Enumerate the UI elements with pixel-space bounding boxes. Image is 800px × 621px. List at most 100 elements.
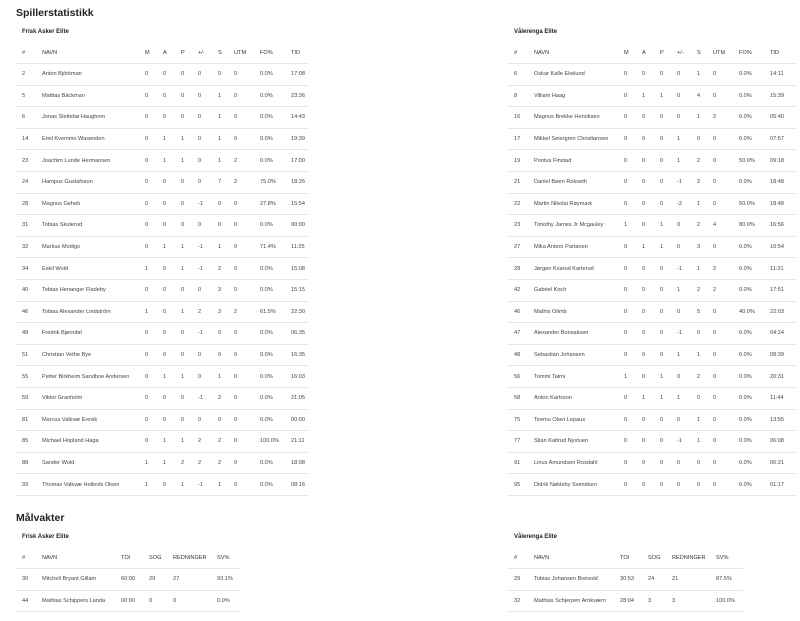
cell-toi: 06:35 xyxy=(285,322,308,345)
column-header-name[interactable]: NAVN xyxy=(36,547,115,569)
cell-plus-minus: 0 xyxy=(192,344,212,367)
cell-pim: 0 xyxy=(707,430,733,453)
column-header-goals[interactable]: M xyxy=(139,42,157,64)
cell-faceoff-pct: 0.0% xyxy=(254,63,285,86)
cell-points: 0 xyxy=(175,85,192,108)
cell-assists: 1 xyxy=(157,430,175,453)
column-header-pim[interactable]: UTM xyxy=(707,42,733,64)
cell-assists: 0 xyxy=(157,322,175,345)
cell-goals: 0 xyxy=(618,149,636,172)
player-row: 2 Anton Björkman 0 0 0 0 0 0 0.0% 17:08 xyxy=(16,63,308,86)
column-header-toi[interactable]: TOI xyxy=(115,547,143,569)
cell-goals: 1 xyxy=(139,257,157,280)
cell-toi: 15:08 xyxy=(285,257,308,280)
player-row: 88 Sander Wold 1 1 2 2 2 0 0.0% 18:08 xyxy=(16,452,308,475)
cell-number: 40 xyxy=(16,279,36,302)
column-header-toi[interactable]: TID xyxy=(764,42,796,64)
column-header-number[interactable]: # xyxy=(16,42,36,64)
cell-points: 1 xyxy=(654,85,671,108)
cell-plus-minus: 0 xyxy=(671,473,691,496)
column-header-saves[interactable]: REDNINGER xyxy=(167,547,211,569)
column-header-faceoff-pct[interactable]: FO% xyxy=(733,42,764,64)
cell-name: Anton Björkman xyxy=(36,63,139,86)
cell-name: Timothy James Jr Mcgauley xyxy=(528,214,618,237)
cell-save-pct: 93.1% xyxy=(211,568,240,591)
column-header-pim[interactable]: UTM xyxy=(228,42,254,64)
cell-number: 34 xyxy=(16,257,36,280)
cell-toi: 23:36 xyxy=(285,85,308,108)
cell-points: 1 xyxy=(654,214,671,237)
column-header-name[interactable]: NAVN xyxy=(36,42,139,64)
cell-plus-minus: 0 xyxy=(192,214,212,237)
cell-toi: 06:08 xyxy=(764,430,796,453)
header-row: # NAVN M A P +/- S UTM FO% TID xyxy=(16,42,308,64)
column-header-toi[interactable]: TOI xyxy=(614,547,642,569)
cell-assists: 0 xyxy=(636,430,654,453)
cell-faceoff-pct: 0.0% xyxy=(733,322,764,345)
cell-name: Anton Karlsson xyxy=(528,387,618,410)
column-header-number[interactable]: # xyxy=(16,547,36,569)
cell-points: 0 xyxy=(654,171,671,194)
cell-points: 0 xyxy=(175,106,192,129)
cell-name: Oskar Kalle Ekelund xyxy=(528,63,618,86)
cell-faceoff-pct: 50.0% xyxy=(733,149,764,172)
cell-number: 44 xyxy=(16,590,36,613)
cell-name: Tobias Johansen Breivold xyxy=(528,568,614,591)
player-row: 23 Timothy James Jr Mcgauley 1 0 1 0 2 4 80.0% 16… xyxy=(508,214,796,237)
away-team-name: Vålerenga Elite xyxy=(514,29,558,35)
cell-shots: 0 xyxy=(691,473,707,496)
cell-pim: 0 xyxy=(228,387,254,410)
column-header-goals[interactable]: M xyxy=(618,42,636,64)
column-header-faceoff-pct[interactable]: FO% xyxy=(254,42,285,64)
column-header-name[interactable]: NAVN xyxy=(528,42,618,64)
cell-points: 1 xyxy=(175,149,192,172)
player-row: 47 Alexander Bonsaksen 0 0 0 -1 0 0 0.0% 04:24 xyxy=(508,322,796,345)
cell-shots: 0 xyxy=(212,63,228,86)
column-header-sog[interactable]: SOG xyxy=(143,547,167,569)
cell-assists: 0 xyxy=(157,473,175,496)
cell-plus-minus: -1 xyxy=(192,387,212,410)
column-header-shots[interactable]: S xyxy=(212,42,228,64)
player-row: 55 Petter Birkheim Sandboe Andersen 0 1 1 0 1 0… xyxy=(16,365,308,388)
column-header-points[interactable]: P xyxy=(654,42,671,64)
cell-name: Markus Modigs xyxy=(36,236,139,259)
away-player-stats-table: # NAVN M A P +/- S UTM FO% TID 6 Oskar Kalle Ekelun… xyxy=(508,42,796,496)
cell-toi: 01:17 xyxy=(764,473,796,496)
cell-name: Martin Nikolai Røymark xyxy=(528,193,618,216)
cell-points: 0 xyxy=(175,322,192,345)
cell-number: 48 xyxy=(508,344,528,367)
cell-toi: 19:39 xyxy=(285,128,308,151)
column-header-shots[interactable]: S xyxy=(691,42,707,64)
cell-goals: 0 xyxy=(139,193,157,216)
column-header-plus-minus[interactable]: +/- xyxy=(671,42,691,64)
column-header-saves[interactable]: REDNINGER xyxy=(666,547,710,569)
column-header-toi[interactable]: TID xyxy=(285,42,308,64)
cell-shots: 1 xyxy=(691,63,707,86)
cell-assists: 0 xyxy=(157,301,175,324)
player-row: 59 Viktor Granholm 0 0 0 -1 2 0 0.0% 21:05 xyxy=(16,387,308,410)
cell-number: 32 xyxy=(508,590,528,613)
cell-shots: 2 xyxy=(691,279,707,302)
column-header-assists[interactable]: A xyxy=(157,42,175,64)
column-header-number[interactable]: # xyxy=(508,547,528,569)
cell-toi: 04:24 xyxy=(764,322,796,345)
column-header-points[interactable]: P xyxy=(175,42,192,64)
cell-plus-minus: -1 xyxy=(192,193,212,216)
header-row: # NAVN TOI SOG REDNINGER SV% xyxy=(508,547,743,569)
cell-goals: 0 xyxy=(618,322,636,345)
column-header-save-pct[interactable]: SV% xyxy=(710,547,743,569)
cell-goals: 0 xyxy=(139,344,157,367)
cell-plus-minus: 0 xyxy=(671,85,691,108)
column-header-plus-minus[interactable]: +/- xyxy=(192,42,212,64)
cell-faceoff-pct: 0.0% xyxy=(733,452,764,475)
column-header-assists[interactable]: A xyxy=(636,42,654,64)
cell-shots: 0 xyxy=(691,322,707,345)
column-header-number[interactable]: # xyxy=(508,42,528,64)
column-header-save-pct[interactable]: SV% xyxy=(211,547,240,569)
home-goalies-team-name: Frisk Asker Elite xyxy=(22,534,69,540)
column-header-sog[interactable]: SOG xyxy=(642,547,666,569)
cell-points: 0 xyxy=(654,344,671,367)
column-header-name[interactable]: NAVN xyxy=(528,547,614,569)
cell-assists: 0 xyxy=(636,344,654,367)
player-row: 85 Michael Hopland Haga 0 1 1 2 2 0 100.0% 21:11 xyxy=(16,430,308,453)
